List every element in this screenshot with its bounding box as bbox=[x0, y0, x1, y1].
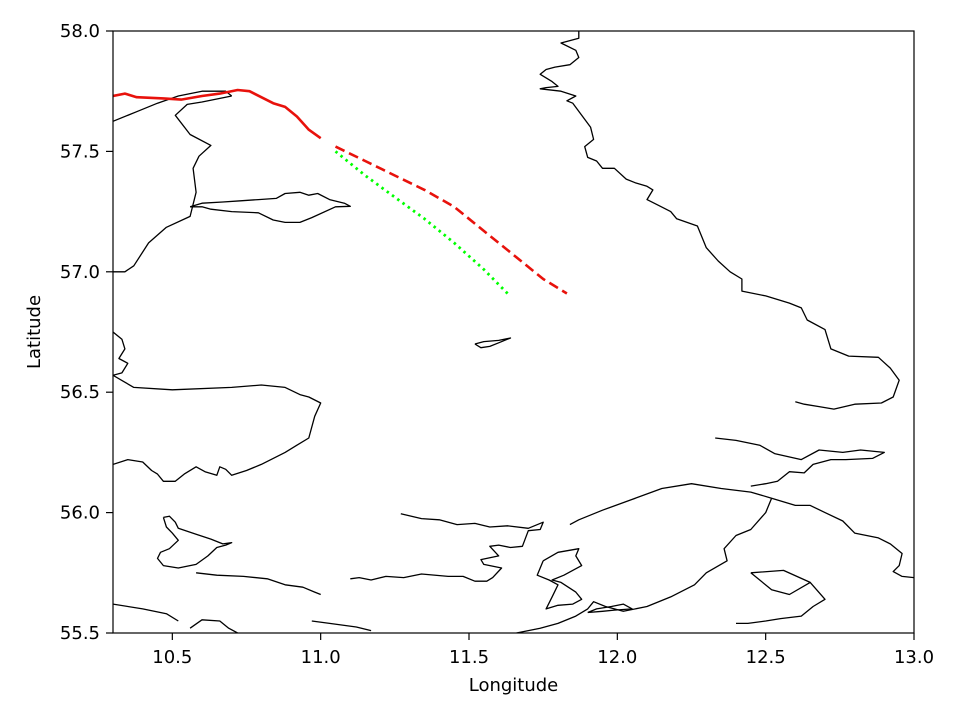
x-tick-label: 13.0 bbox=[894, 647, 934, 668]
y-tick-label: 57.0 bbox=[60, 262, 100, 283]
track-line-solid bbox=[113, 88, 322, 140]
coastline bbox=[156, 515, 233, 569]
x-tick-label: 12.5 bbox=[746, 647, 786, 668]
coastline bbox=[539, 31, 900, 410]
coastline bbox=[569, 483, 914, 579]
coastline bbox=[474, 337, 512, 349]
y-axis-ticks: 55.5 56.0 56.5 57.0 57.5 58.0 bbox=[60, 21, 113, 644]
y-axis-label: Latitude bbox=[24, 295, 45, 369]
y-tick-label: 56.5 bbox=[60, 382, 100, 403]
coastline bbox=[536, 548, 583, 610]
track-line-dotted bbox=[334, 150, 509, 295]
coastline bbox=[189, 191, 351, 224]
coastline bbox=[113, 374, 322, 482]
y-tick-label: 57.5 bbox=[60, 141, 100, 162]
coastline bbox=[736, 581, 826, 625]
x-tick-label: 10.5 bbox=[152, 647, 192, 668]
coastline bbox=[113, 603, 179, 622]
x-axis-ticks: 10.5 11.0 11.5 12.0 12.5 13.0 bbox=[152, 633, 934, 668]
coastline-layer bbox=[113, 31, 914, 633]
coastline bbox=[311, 620, 372, 632]
coastline bbox=[350, 513, 544, 582]
y-tick-label: 55.5 bbox=[60, 623, 100, 644]
coastline bbox=[189, 619, 238, 633]
y-tick-label: 58.0 bbox=[60, 21, 100, 42]
coastline bbox=[715, 437, 885, 487]
coastline bbox=[750, 569, 811, 596]
coastline bbox=[196, 572, 321, 596]
y-tick-label: 56.0 bbox=[60, 503, 100, 524]
track-line-dashed bbox=[334, 145, 568, 295]
coastline bbox=[113, 95, 232, 273]
coastline bbox=[516, 497, 773, 633]
x-tick-label: 11.5 bbox=[449, 647, 489, 668]
plot-frame bbox=[112, 30, 915, 634]
coastline bbox=[587, 603, 633, 614]
coastline bbox=[113, 331, 129, 376]
x-tick-label: 11.0 bbox=[301, 647, 341, 668]
x-tick-label: 12.0 bbox=[597, 647, 637, 668]
track-layer bbox=[113, 88, 568, 295]
x-axis-label: Longitude bbox=[469, 675, 559, 696]
